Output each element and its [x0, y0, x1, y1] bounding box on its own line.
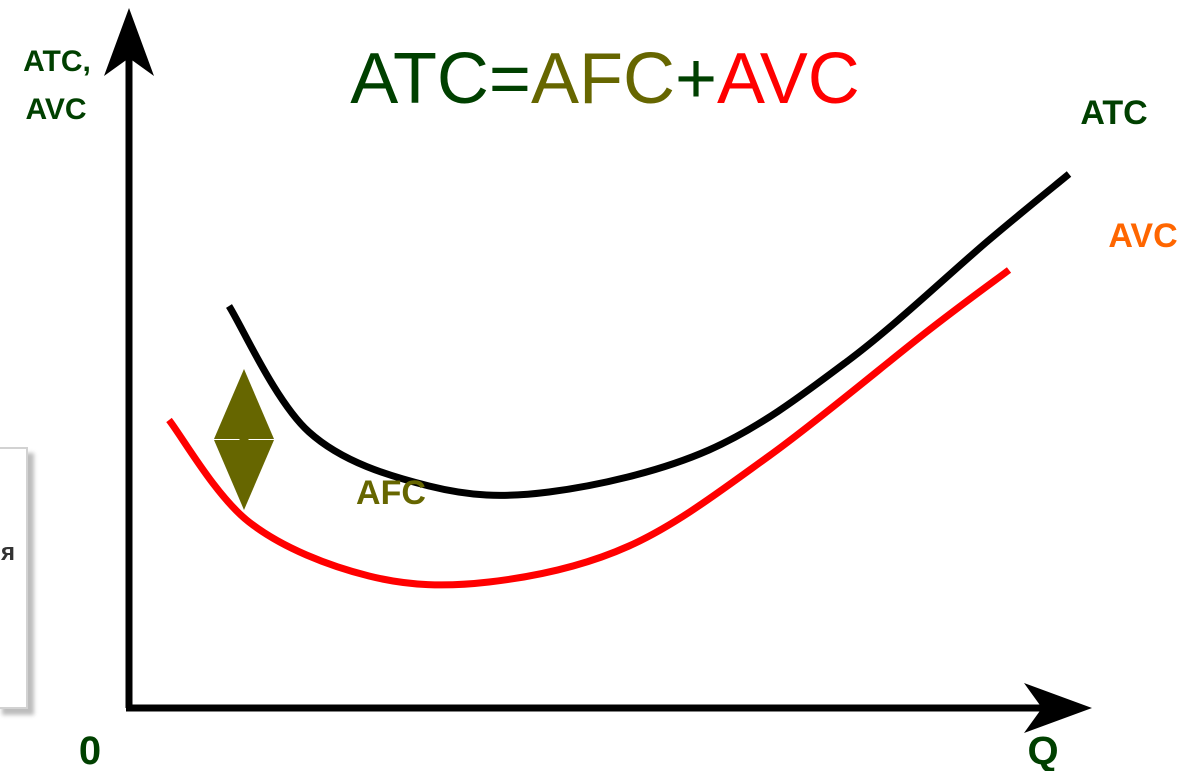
origin-label: 0 — [79, 729, 101, 771]
afc-arrowhead-top — [214, 369, 274, 439]
atc-curve-label: ATC — [1080, 94, 1147, 132]
afc-arrowhead-bottom — [214, 440, 274, 510]
atc-curve — [226, 171, 1072, 499]
x-axis-label: Q — [1027, 729, 1058, 771]
title-equals: = — [489, 39, 531, 119]
title-afc: AFC — [531, 39, 675, 119]
avc-curve — [166, 267, 1012, 589]
side-panel-fragment: я — [0, 447, 28, 709]
chart-title: ATC=AFC+AVC — [350, 39, 859, 119]
y-axis-arrowhead — [104, 8, 154, 76]
x-axis-arrowhead — [1024, 683, 1092, 733]
y-axis-label-line1: ATC, — [23, 45, 91, 78]
title-plus: + — [675, 39, 717, 119]
y-axis-label-line2: AVC — [25, 93, 86, 126]
side-panel-text: я — [1, 539, 16, 566]
avc-curve-label: AVC — [1108, 217, 1177, 255]
title-atc: ATC — [350, 39, 489, 119]
title-avc: AVC — [717, 39, 860, 119]
afc-label: AFC — [356, 474, 426, 512]
afc-double-arrow — [214, 369, 274, 510]
